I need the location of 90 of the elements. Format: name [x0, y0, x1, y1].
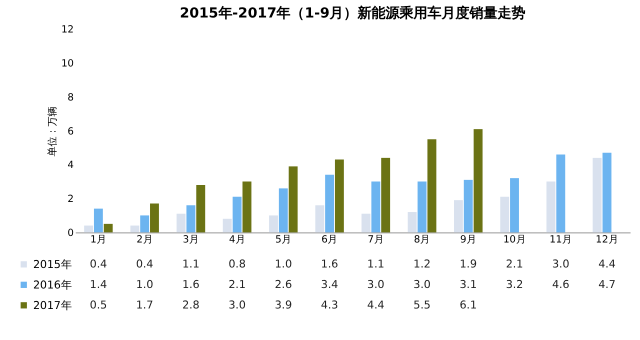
bar: [94, 208, 103, 232]
data-label: 4.4: [598, 257, 616, 270]
bar: [196, 184, 206, 232]
bar: [104, 224, 113, 232]
legend-label: 2016年: [33, 278, 72, 292]
bar: [242, 182, 252, 232]
bar: [222, 218, 232, 232]
data-label: 1.4: [90, 278, 108, 291]
data-label: 1.9: [460, 257, 478, 270]
data-label: 0.4: [90, 257, 108, 270]
bar: [556, 154, 566, 232]
data-label: 2.1: [228, 278, 246, 291]
data-label: 1.1: [367, 257, 384, 270]
y-tick-label: 12: [61, 24, 74, 36]
data-label: 2.1: [506, 257, 524, 270]
x-tick-label: 4月: [228, 234, 246, 246]
bar: [150, 204, 159, 232]
bar: [288, 166, 298, 232]
data-label: 2.6: [274, 278, 292, 291]
data-label: 1.2: [413, 257, 431, 270]
bar: [602, 152, 612, 232]
bar: [278, 188, 288, 232]
legend-label: 2017年: [33, 298, 72, 312]
x-tick-label: 5月: [275, 234, 292, 246]
data-label: 1.6: [320, 257, 338, 270]
bar: [362, 214, 370, 232]
data-label: 3.2: [506, 278, 524, 291]
y-tick-label: 4: [68, 160, 74, 172]
bar: [334, 160, 344, 232]
data-label: 1.6: [182, 278, 200, 291]
y-tick-label: 0: [68, 228, 74, 239]
data-label: 6.1: [460, 298, 477, 312]
data-label: 4.3: [320, 298, 338, 312]
bar: [427, 139, 436, 232]
bar: [325, 174, 334, 232]
bar: [232, 196, 242, 232]
x-tick-label: 7月: [368, 234, 384, 246]
bar: [500, 196, 510, 232]
bar: [130, 226, 140, 232]
data-label: 1.1: [182, 257, 200, 270]
data-label: 3.0: [367, 278, 385, 291]
bar: [592, 158, 602, 232]
bar: [464, 180, 473, 232]
x-tick-label: 10月: [503, 234, 526, 246]
data-label: 3.0: [228, 298, 246, 312]
bar: [84, 226, 94, 232]
data-label: 2.8: [182, 298, 200, 312]
bar: [381, 158, 390, 232]
bar: [269, 215, 278, 232]
data-label: 3.1: [460, 278, 477, 291]
data-label: 3.9: [274, 298, 292, 312]
y-axis-title: 单位：万辆: [46, 106, 58, 156]
y-tick-label: 2: [68, 194, 74, 205]
data-label: 5.5: [413, 298, 431, 312]
y-tick-label: 10: [61, 58, 74, 70]
x-tick-label: 3月: [182, 234, 200, 246]
x-tick-label: 9月: [460, 234, 476, 246]
bar: [371, 182, 380, 232]
bar: [315, 205, 324, 232]
bar: [546, 182, 556, 232]
data-label: 1.7: [136, 298, 154, 312]
data-label: 4.7: [598, 278, 616, 291]
legend-label: 2015年: [33, 258, 72, 271]
data-label: 1.0: [274, 257, 292, 270]
x-tick-label: 2月: [136, 234, 153, 246]
bar: [510, 178, 519, 232]
data-label: 4.4: [367, 298, 385, 312]
y-tick-label: 6: [68, 126, 74, 138]
data-label: 3.4: [320, 278, 338, 291]
data-label: 0.4: [136, 257, 154, 270]
data-label: 1.0: [136, 278, 154, 291]
chart-title: 2015年-2017年（1-9月）新能源乘用车月度销量走势: [180, 4, 526, 22]
bar: [176, 214, 186, 232]
x-tick-label: 11月: [549, 234, 572, 246]
x-tick-label: 12月: [596, 234, 618, 246]
data-label: 3.0: [552, 257, 570, 270]
bar: [140, 215, 150, 232]
y-tick-label: 8: [68, 92, 74, 104]
data-label: 0.5: [90, 298, 108, 312]
x-tick-label: 1月: [90, 234, 107, 246]
bar: [454, 200, 463, 232]
bar: [408, 212, 417, 232]
x-tick-label: 6月: [321, 234, 338, 246]
bar: [474, 129, 483, 232]
data-label: 3.0: [413, 278, 431, 291]
data-label: 4.6: [552, 278, 570, 291]
data-label: 0.8: [228, 257, 246, 270]
bar: [186, 205, 196, 232]
x-tick-label: 8月: [414, 234, 430, 246]
bar: [418, 182, 426, 232]
